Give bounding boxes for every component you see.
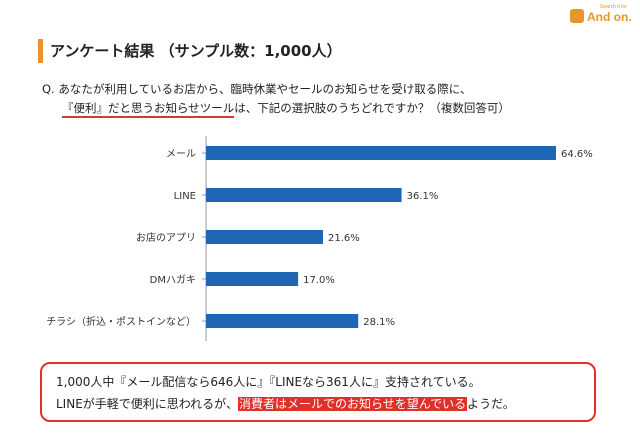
data-label: 17.0% (303, 275, 335, 286)
category-label: チラシ（折込・ポストインなど） (46, 315, 196, 328)
data-label: 21.6% (328, 233, 360, 244)
category-label: LINE (174, 191, 196, 202)
title-accent-bar (38, 39, 43, 63)
bar (206, 272, 299, 286)
bar (206, 314, 359, 328)
survey-question: Q. あなたが利用しているお店から、臨時休業やセールのお知らせを受け取る際に、 … (42, 80, 510, 118)
data-label: 36.1% (407, 191, 439, 202)
page-title: アンケート結果 （サンプル数：1,000人） (50, 42, 342, 60)
question-underlined-phrase: 『便利』だと思うお知らせツール (62, 101, 235, 118)
question-text-2: は、下記の選択肢のうちどれですか？（複数回答可） (234, 101, 510, 115)
summary-text-before: LINEが手軽で便利に思われるが、 (56, 397, 238, 411)
summary-line-2: LINEが手軽で便利に思われるが、消費者はメールでのお知らせを望んでいるようだ。 (56, 393, 594, 415)
question-text-1: あなたが利用しているお店から、臨時休業やセールのお知らせを受け取る際に、 (58, 82, 472, 96)
bar (206, 146, 556, 160)
logo-tagline: Search it for (600, 4, 627, 10)
bar (206, 188, 402, 202)
summary-line-1: 1,000人中『メール配信なら646人に』『LINEなら361人に』支持されてい… (56, 375, 481, 389)
category-label: メール (166, 149, 196, 160)
question-line-2: 『便利』だと思うお知らせツールは、下記の選択肢のうちどれですか？（複数回答可） (42, 99, 510, 118)
category-label: お店のアプリ (136, 231, 196, 244)
data-label: 28.1% (363, 317, 395, 328)
question-line-1: Q. あなたが利用しているお店から、臨時休業やセールのお知らせを受け取る際に、 (42, 80, 510, 99)
summary-box: 1,000人中『メール配信なら646人に』『LINEなら361人に』支持されてい… (40, 362, 596, 422)
logo-text: And on. (587, 10, 632, 24)
category-label: DMハガキ (150, 274, 196, 286)
logo-mark-icon (570, 9, 584, 23)
question-prefix: Q. (42, 82, 55, 96)
data-label: 64.6% (561, 149, 593, 160)
summary-text-after: ようだ。 (467, 397, 515, 411)
brand-logo: Search it for And on. (570, 2, 632, 28)
bar-chart: メール 64.6% LINE 36.1% お店のアプリ 21.6% DMハガキ 17.0% チラ… (46, 136, 593, 341)
summary-highlight: 消費者はメールでのお知らせを望んでいる (237, 397, 468, 411)
bar (206, 230, 324, 244)
